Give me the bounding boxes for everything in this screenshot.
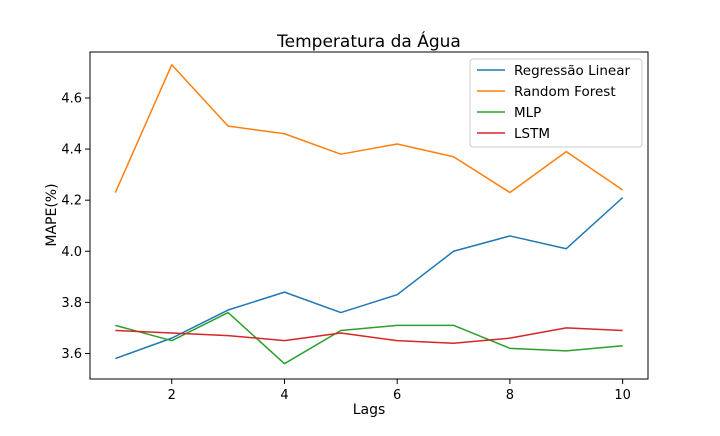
legend-label: Random Forest	[514, 84, 616, 100]
axis-ticks: 2 4 6 8 10 3.6 3.8 4.0 4.2 4.4 4.6	[61, 91, 631, 403]
legend-label: Regressão Linear	[514, 63, 631, 79]
y-tick-label: 4.6	[61, 91, 82, 106]
series-line-3	[115, 327, 623, 344]
series-line-2	[115, 311, 623, 365]
y-axis-label: MAPE(%)	[44, 183, 60, 246]
chart-title: Temperatura da Água	[276, 30, 461, 52]
y-tick-label: 4.2	[61, 194, 82, 209]
x-tick-label: 6	[393, 388, 401, 403]
series-line-1	[114, 64, 624, 194]
series-line-0	[115, 197, 624, 360]
legend-box	[469, 58, 643, 148]
series-lines	[114, 64, 624, 365]
legend-label: LSTM	[514, 126, 550, 142]
plot-frame	[89, 51, 649, 380]
x-tick-label: 8	[506, 388, 514, 403]
y-tick-label: 3.6	[61, 347, 82, 362]
x-tick-label: 4	[280, 388, 288, 403]
legend: Regressão Linear Random Forest MLP LSTM	[469, 58, 643, 148]
x-tick-label: 2	[168, 388, 176, 403]
y-tick-label: 4.4	[61, 143, 82, 158]
y-tick-label: 3.8	[61, 296, 82, 311]
x-tick-label: 10	[614, 388, 631, 403]
legend-label: MLP	[514, 105, 541, 121]
x-axis-label: Lags	[353, 402, 386, 418]
y-tick-label: 4.0	[61, 245, 82, 260]
